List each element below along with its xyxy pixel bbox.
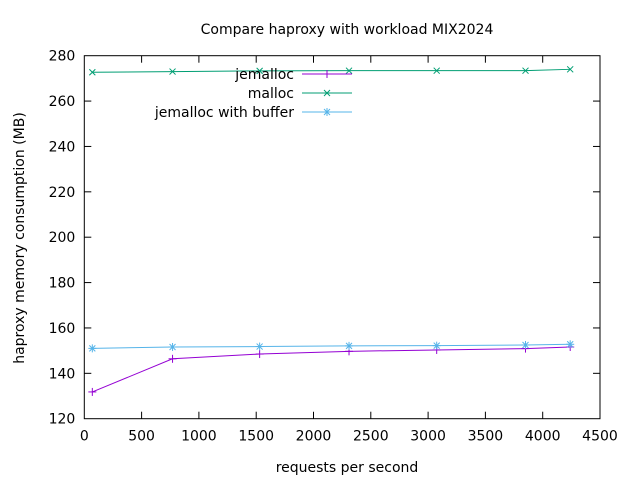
marker-stroke <box>522 67 529 75</box>
data-point <box>168 354 177 363</box>
data-point <box>566 65 574 73</box>
series-line-malloc <box>92 68 571 73</box>
data-point <box>88 387 97 396</box>
marker-stroke <box>169 68 176 75</box>
marker-stroke <box>433 342 441 349</box>
marker-stroke <box>88 345 96 352</box>
data-point <box>88 344 97 353</box>
legend-label: jemalloc with buffer <box>154 105 294 121</box>
y-tick-label: 140 <box>49 366 76 382</box>
data-point <box>88 68 96 76</box>
legend: jemalloc malloc jemalloc with buffer <box>154 67 352 121</box>
legend-marker <box>323 70 331 78</box>
marker-stroke <box>566 340 574 348</box>
legend-label: jemalloc <box>234 67 294 83</box>
series-group <box>88 65 575 396</box>
y-tick-label: 200 <box>49 230 76 246</box>
marker-stroke <box>433 67 441 75</box>
marker-stroke <box>345 342 353 350</box>
legend-marker <box>323 89 331 97</box>
marker-stroke <box>169 343 176 351</box>
marker-stroke <box>256 67 263 75</box>
x-tick-label: 0 <box>80 429 89 445</box>
data-point <box>521 340 530 349</box>
axes: 0 500 1000 1500 2000 2500 3000 3500 4000 4500 120 1… <box>49 49 618 445</box>
series-line-jemalloc-with-buffer <box>92 343 571 349</box>
data-point <box>345 67 353 75</box>
data-point <box>168 343 177 352</box>
data-point <box>566 340 575 349</box>
marker-stroke <box>323 89 331 97</box>
y-tick-label: 180 <box>49 276 76 292</box>
data-point <box>255 350 264 359</box>
legend-label: malloc <box>248 86 294 102</box>
marker-stroke <box>88 68 96 76</box>
y-tick-label: 220 <box>49 185 76 201</box>
x-tick-label: 2500 <box>353 429 389 445</box>
x-tick-label: 4000 <box>525 429 561 445</box>
chart-title: Compare haproxy with workload MIX2024 <box>201 22 494 38</box>
x-tick-label: 3000 <box>410 429 446 445</box>
y-tick-label: 260 <box>49 94 76 110</box>
x-tick-label: 3500 <box>468 429 504 445</box>
x-axis-label: requests per second <box>276 460 419 476</box>
y-axis-label: haproxy memory consumption (MB) <box>12 112 28 364</box>
data-point <box>169 68 176 75</box>
marker-stroke <box>566 65 574 73</box>
y-tick-label: 120 <box>49 412 76 428</box>
x-tick-label: 1000 <box>181 429 217 445</box>
data-point <box>345 341 354 350</box>
marker-stroke <box>256 343 263 350</box>
data-point <box>433 67 441 75</box>
x-tick-label: 4500 <box>582 429 618 445</box>
series-line-jemalloc <box>92 346 571 393</box>
y-tick-label: 240 <box>49 139 76 155</box>
marker-stroke <box>522 341 529 349</box>
x-tick-label: 500 <box>128 429 155 445</box>
data-point <box>522 67 529 75</box>
y-tick-label: 160 <box>49 321 76 337</box>
data-point <box>255 342 264 351</box>
x-tick-label: 2000 <box>296 429 332 445</box>
data-point <box>432 341 441 350</box>
x-tick-label: 1500 <box>238 429 274 445</box>
legend-marker <box>323 108 331 116</box>
data-point <box>256 67 263 75</box>
marker-stroke <box>345 67 353 75</box>
marker-stroke <box>323 108 331 116</box>
y-tick-label: 280 <box>49 49 76 65</box>
